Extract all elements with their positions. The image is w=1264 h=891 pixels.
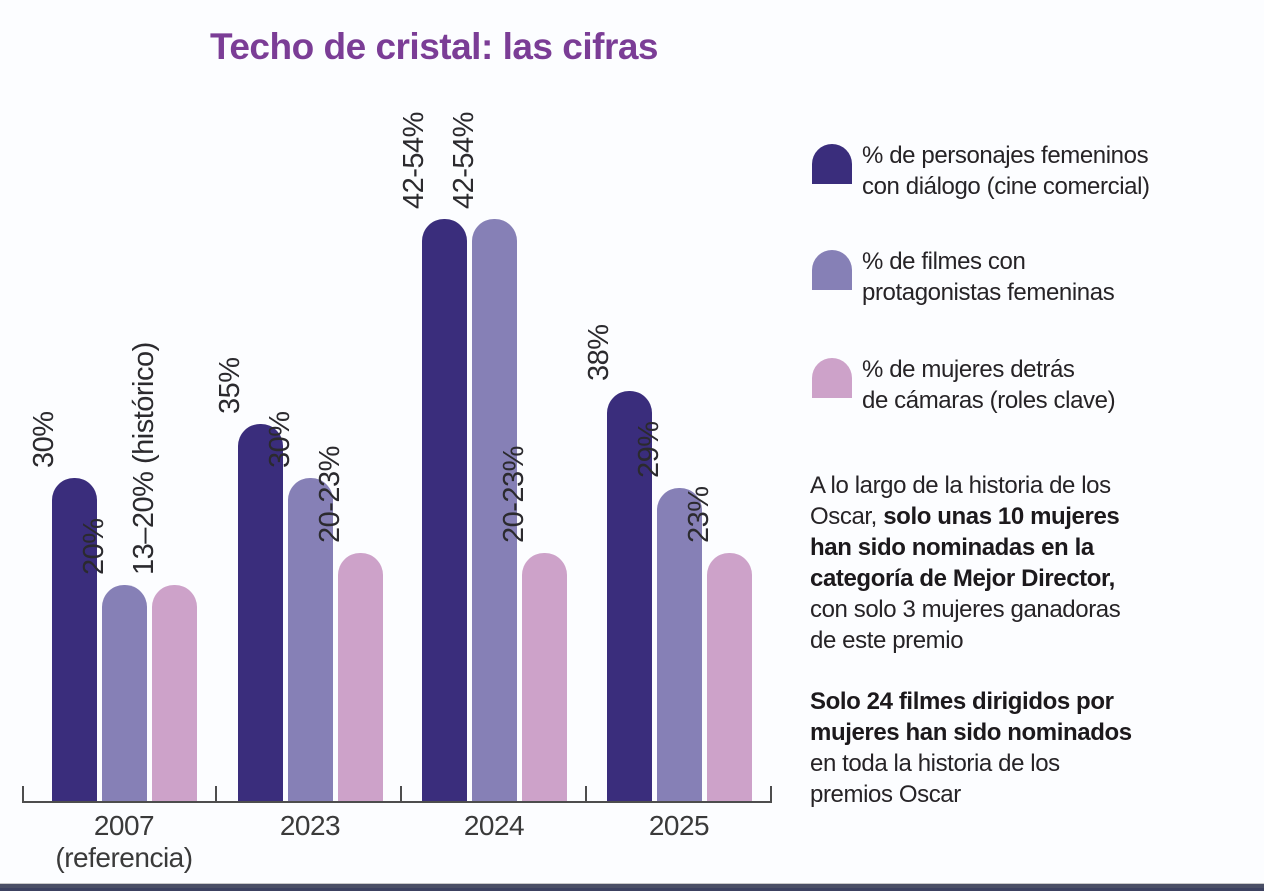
bar-dialogo-2007: [52, 478, 97, 801]
bar-value-label: 13–20% (histórico): [128, 342, 160, 575]
note-line: mujeres han sido nominados: [810, 719, 1132, 746]
bar-protagonistas-2023: [288, 478, 333, 801]
legend-label: % de personajes femeninos con diálogo (ci…: [862, 142, 1150, 200]
bar-chart: 30% 20% 13–20% (histórico) 35% 30% 20-23% 42-5…: [22, 0, 774, 801]
axis-tick: [770, 786, 772, 801]
note-line: Solo 24 filmes dirigidos por: [810, 688, 1114, 715]
note-line: premios Oscar: [810, 781, 961, 808]
bar-value-label: 42-54%: [448, 112, 480, 209]
bottom-rule-divider: [0, 883, 1264, 891]
bar-value-label: 23%: [683, 486, 715, 543]
x-axis-label: 2024: [463, 810, 525, 841]
bar-camaras-2024: [522, 553, 567, 801]
legend-swatch-icon: [812, 250, 852, 290]
bar-camaras-2023: [338, 553, 383, 801]
bar-camaras-2007: [152, 585, 197, 801]
bar-value-label: 35%: [214, 357, 246, 414]
x-axis-label: 2007 (referencia): [55, 810, 193, 873]
axis-tick: [585, 786, 587, 801]
legend-swatch-icon: [812, 358, 852, 398]
bar-value-label: 30%: [28, 411, 60, 468]
x-axis-line: [22, 801, 772, 803]
bar-protagonistas-2007: [102, 585, 147, 801]
legend-label: % de mujeres detrás de cámaras (roles cla…: [862, 356, 1116, 414]
bar-value-label: 30%: [264, 411, 296, 468]
bar-value-label: 38%: [583, 324, 615, 381]
legend-label: % de filmes con protagonistas femeninas: [862, 248, 1115, 306]
axis-tick: [22, 786, 24, 801]
bar-dialogo-2025: [607, 391, 652, 801]
bar-protagonistas-2025: [657, 488, 702, 801]
note-line: de este premio: [810, 627, 964, 654]
axis-tick: [215, 786, 217, 801]
x-axis-label: 2023: [279, 810, 341, 841]
bar-dialogo-2024: [422, 219, 467, 801]
chart-title: Techo de cristal: las cifras: [210, 26, 659, 67]
note-line: han sido nominadas en la: [810, 534, 1094, 561]
legend-swatch-icon: [812, 144, 852, 184]
bar-value-label: 20-23%: [498, 446, 530, 543]
bar-value-label: 20%: [78, 518, 110, 575]
bar-value-label: 20-23%: [314, 446, 346, 543]
bar-value-label: 42-54%: [398, 112, 430, 209]
note-paragraph: Solo 24 filmes dirigidos por mujeres han …: [810, 686, 1260, 810]
note-line: Oscar, solo unas 10 mujeres: [810, 503, 1120, 530]
bar-camaras-2025: [707, 553, 752, 801]
bar-protagonistas-2024: [472, 219, 517, 801]
note-line: con solo 3 mujeres ganadoras: [810, 596, 1121, 623]
x-axis-label: 2025: [648, 810, 710, 841]
note-line: A lo largo de la historia de los: [810, 472, 1111, 499]
note-line: categoría de Mejor Director,: [810, 565, 1115, 592]
axis-tick: [400, 786, 402, 801]
bar-value-label: 29%: [633, 421, 665, 478]
bar-dialogo-2023: [238, 424, 283, 801]
note-line: en toda la historia de los: [810, 750, 1060, 777]
note-paragraph: A lo largo de la historia de los Oscar, s…: [810, 470, 1260, 656]
